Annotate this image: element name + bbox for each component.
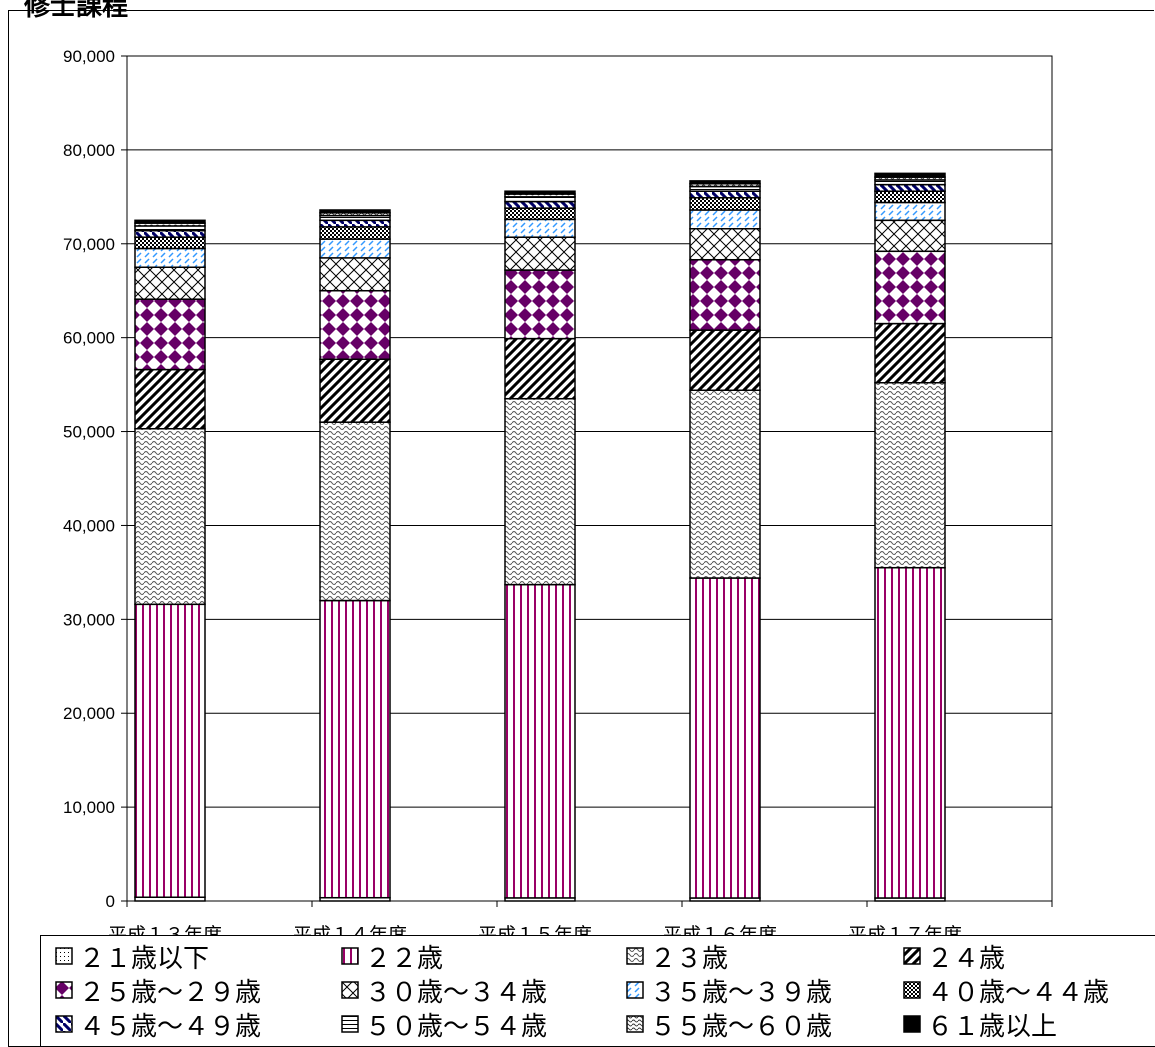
bar-segment	[874, 219, 946, 253]
y-tick-label: 10,000	[63, 798, 115, 817]
bar-segment	[319, 238, 391, 259]
bar-segment	[134, 229, 206, 238]
y-tick-label: 90,000	[63, 47, 115, 66]
bar-segment	[874, 172, 946, 178]
legend: ２１歳以下 ２２歳 ２３歳 ２４歳 ２５歳～２９歳 ３０歳～３４歳 ３５歳～３９歳 ４０歳～４…	[40, 935, 1155, 1047]
y-tick-label: 50,000	[63, 423, 115, 442]
legend-item: ５５歳～６０歳	[626, 1008, 833, 1042]
page-title: 修士課程	[24, 0, 129, 22]
bar-segment	[134, 368, 206, 430]
legend-label: ２５歳～２９歳	[79, 977, 262, 1008]
bar-segment	[504, 190, 576, 195]
y-tick-labels: 0 10,000 20,000 30,000 40,000 50,000 60,000 70,…	[63, 47, 115, 911]
bar-segment	[689, 209, 761, 230]
legend-item: ２４歳	[903, 940, 1006, 974]
bar-segment	[874, 566, 946, 899]
legend-swatch	[341, 981, 359, 999]
bar-segment	[504, 236, 576, 271]
bar-segment	[689, 389, 761, 579]
bar-segment	[504, 337, 576, 400]
bar-segment	[319, 219, 391, 228]
legend-label: ２３歳	[650, 943, 729, 974]
legend-item: ２３歳	[626, 940, 729, 974]
legend-label: ４０歳～４４歳	[927, 977, 1110, 1008]
bar-segment	[319, 226, 391, 240]
legend-label: ２４歳	[927, 943, 1006, 974]
bar-segment	[874, 183, 946, 192]
bar-segment	[319, 358, 391, 423]
legend-label: ５０歳～５４歳	[365, 1011, 548, 1042]
legend-swatch	[903, 1015, 921, 1033]
legend-label: ５５歳～６０歳	[650, 1011, 833, 1042]
legend-swatch	[341, 947, 359, 965]
bar-segment	[689, 197, 761, 211]
legend-item: ５０歳～５４歳	[341, 1008, 548, 1042]
bar-segment	[689, 329, 761, 391]
legend-label: ３０歳～３４歳	[365, 977, 548, 1008]
bar-segment	[504, 207, 576, 221]
bar-segment	[874, 322, 946, 384]
y-tick-label: 0	[106, 892, 115, 911]
bar-segment	[689, 258, 761, 331]
legend-label: ２２歳	[365, 943, 444, 974]
bar-segment	[134, 236, 206, 250]
y-tick-label: 40,000	[63, 516, 115, 535]
legend-item: ３５歳～３９歳	[626, 974, 833, 1008]
bars	[134, 172, 946, 902]
bar-segment	[504, 218, 576, 238]
stacked-bar-chart: 0 10,000 20,000 30,000 40,000 50,000 60,000 70,…	[63, 47, 1053, 940]
y-tick-label: 70,000	[63, 235, 115, 254]
bar-segment	[874, 190, 946, 204]
bar-segment	[504, 269, 576, 340]
legend-swatch	[55, 981, 73, 999]
bar-segment	[134, 603, 206, 898]
bar-segment	[319, 257, 391, 292]
legend-label: ６１歳以上	[927, 1011, 1058, 1042]
plot-area-border	[126, 55, 1053, 902]
y-tick-label: 80,000	[63, 141, 115, 160]
bar-segment	[134, 219, 206, 224]
legend-item: ３０歳～３４歳	[341, 974, 548, 1008]
bar-segment	[134, 266, 206, 300]
bar-segment	[319, 599, 391, 899]
y-tick-label: 60,000	[63, 329, 115, 348]
bar-segment	[689, 190, 761, 199]
legend-item: ６１歳以上	[903, 1008, 1058, 1042]
y-tick-label: 20,000	[63, 704, 115, 723]
legend-item: ２５歳～２９歳	[55, 974, 262, 1008]
legend-swatch	[626, 981, 644, 999]
bar-segment	[134, 298, 206, 371]
bar-segment	[319, 421, 391, 602]
bar-segment	[689, 228, 761, 261]
y-tick-label: 30,000	[63, 610, 115, 629]
legend-item: ２２歳	[341, 940, 444, 974]
bar-segment	[874, 250, 946, 325]
bar-segment	[504, 397, 576, 586]
legend-swatch	[626, 1015, 644, 1033]
legend-label: ４５歳～４９歳	[79, 1011, 262, 1042]
legend-swatch	[55, 1015, 73, 1033]
bar-segment	[689, 180, 761, 185]
legend-label: ３５歳～３９歳	[650, 977, 833, 1008]
bar-segment	[134, 427, 206, 606]
bar-segment	[319, 209, 391, 214]
bar-segment	[504, 200, 576, 209]
axes	[121, 55, 1053, 907]
legend-swatch	[55, 947, 73, 965]
bar-segment	[874, 381, 946, 569]
legend-swatch	[341, 1015, 359, 1033]
bar-segment	[874, 201, 946, 222]
bar-segment	[134, 247, 206, 269]
bar-segment	[689, 577, 761, 899]
legend-item: ４５歳～４９歳	[55, 1008, 262, 1042]
bar-segment	[504, 583, 576, 899]
bar-segment	[319, 289, 391, 361]
legend-item: ４０歳～４４歳	[903, 974, 1110, 1008]
legend-swatch	[903, 981, 921, 999]
legend-item: ２１歳以下	[55, 940, 210, 974]
legend-label: ２１歳以下	[79, 943, 210, 974]
legend-swatch	[903, 947, 921, 965]
legend-swatch	[626, 947, 644, 965]
